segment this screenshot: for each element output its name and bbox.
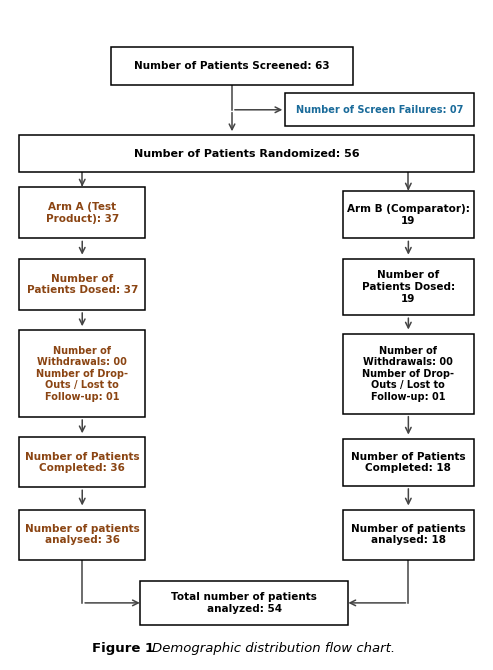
FancyBboxPatch shape	[111, 48, 353, 86]
FancyBboxPatch shape	[19, 259, 145, 310]
FancyBboxPatch shape	[343, 334, 474, 414]
Text: Number of
Patients Dosed:
19: Number of Patients Dosed: 19	[362, 271, 455, 304]
Text: .: .	[147, 643, 157, 655]
Text: Demographic distribution flow chart.: Demographic distribution flow chart.	[152, 643, 395, 655]
FancyBboxPatch shape	[19, 188, 145, 239]
FancyBboxPatch shape	[19, 330, 145, 417]
Text: Number of patients
analysed: 18: Number of patients analysed: 18	[351, 524, 466, 545]
Text: Number of
Withdrawals: 00
Number of Drop-
Outs / Lost to
Follow-up: 01: Number of Withdrawals: 00 Number of Drop…	[36, 346, 128, 402]
FancyBboxPatch shape	[19, 135, 474, 172]
FancyBboxPatch shape	[343, 259, 474, 316]
FancyBboxPatch shape	[19, 438, 145, 487]
Text: Arm B (Comparator):
19: Arm B (Comparator): 19	[347, 204, 470, 226]
Text: Number of Patients
Completed: 36: Number of Patients Completed: 36	[25, 452, 140, 473]
FancyBboxPatch shape	[343, 191, 474, 239]
FancyBboxPatch shape	[343, 510, 474, 559]
Text: Total number of patients
analyzed: 54: Total number of patients analyzed: 54	[171, 592, 317, 614]
Text: Number of
Patients Dosed: 37: Number of Patients Dosed: 37	[27, 273, 138, 295]
Text: Number of
Withdrawals: 00
Number of Drop-
Outs / Lost to
Follow-up: 01: Number of Withdrawals: 00 Number of Drop…	[362, 346, 455, 402]
Text: Arm A (Test
Product): 37: Arm A (Test Product): 37	[46, 202, 119, 224]
Text: Number of Patients Randomized: 56: Number of Patients Randomized: 56	[134, 149, 359, 159]
Text: Number of Patients
Completed: 18: Number of Patients Completed: 18	[351, 452, 466, 473]
FancyBboxPatch shape	[19, 510, 145, 559]
Text: Number of Patients Screened: 63: Number of Patients Screened: 63	[134, 62, 330, 72]
Text: Figure 1: Figure 1	[92, 643, 154, 655]
FancyBboxPatch shape	[343, 439, 474, 486]
Text: Number of Screen Failures: 07: Number of Screen Failures: 07	[296, 105, 463, 115]
FancyBboxPatch shape	[140, 581, 348, 625]
FancyBboxPatch shape	[285, 93, 474, 126]
Text: Number of patients
analysed: 36: Number of patients analysed: 36	[25, 524, 140, 545]
